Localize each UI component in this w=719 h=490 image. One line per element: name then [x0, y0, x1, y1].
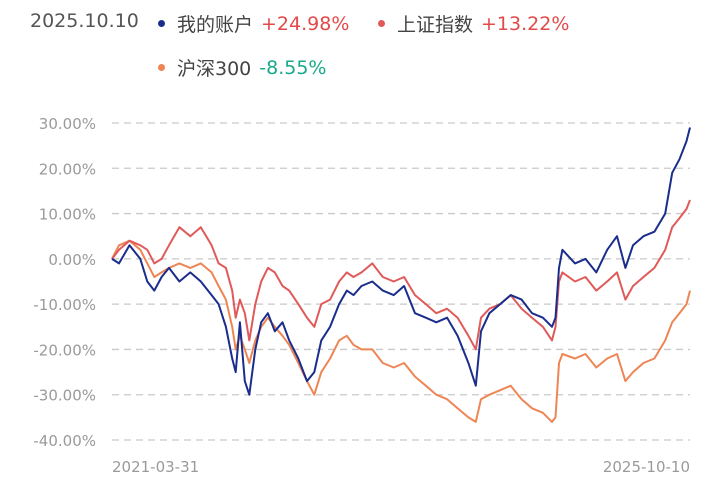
y-tick-label: 0.00%	[48, 251, 96, 269]
legend-item-shanghai-index[interactable]: 上证指数 +13.22%	[378, 10, 569, 37]
y-tick-label: 30.00%	[39, 115, 96, 133]
y-tick-label: -20.00%	[33, 341, 96, 359]
legend-label-my-account: 我的账户	[177, 14, 254, 36]
y-tick-label: -30.00%	[33, 387, 96, 405]
x-tick-label: 2021-03-31	[112, 458, 199, 476]
legend-change-my-account: +24.98%	[261, 12, 350, 35]
y-tick-label: 20.00%	[39, 160, 96, 178]
series-line-2	[111, 239, 691, 423]
legend: 2025.10.10 我的账户 +24.98% 上证指数 +13.22% 沪深3…	[0, 0, 719, 90]
legend-item-csi300[interactable]: 沪深300 -8.55%	[158, 54, 326, 81]
legend-dot-shanghai-index	[378, 20, 385, 27]
series-line-0	[111, 127, 691, 396]
x-tick-label: 2025-10-10	[603, 458, 690, 476]
y-tick-label: 10.00%	[39, 206, 96, 224]
legend-dot-my-account	[158, 20, 165, 27]
legend-change-csi300: -8.55%	[259, 56, 327, 79]
legend-label-csi300: 沪深300	[177, 58, 252, 80]
legend-dot-csi300	[158, 64, 165, 71]
series-line-1	[111, 199, 691, 351]
legend-change-shanghai-index: +13.22%	[481, 12, 570, 35]
y-tick-label: -10.00%	[33, 296, 96, 314]
legend-item-my-account[interactable]: 我的账户 +24.98%	[158, 10, 349, 37]
legend-date: 2025.10.10	[30, 10, 139, 32]
legend-label-shanghai-index: 上证指数	[397, 14, 474, 36]
y-tick-label: -40.00%	[33, 432, 96, 450]
